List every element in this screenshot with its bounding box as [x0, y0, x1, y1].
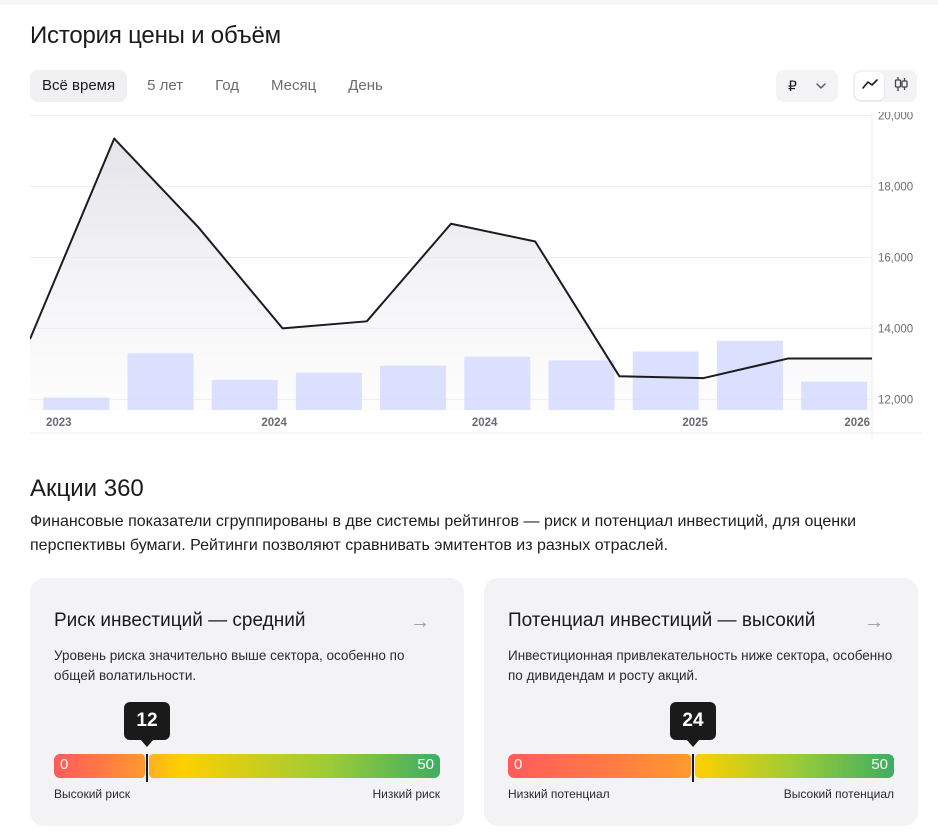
volume-bar	[43, 397, 110, 410]
section-description: Финансовые показатели сгруппированы в дв…	[30, 513, 857, 554]
price-volume-chart: 12,000 14,000 16,000 18,000 20,000 2023 2024 20…	[29, 111, 922, 438]
risk-value-badge: 12	[124, 702, 170, 747]
tab-month[interactable]: Месяц	[270, 77, 317, 94]
tab-all-time[interactable]: Всё время	[30, 70, 128, 102]
y-tick-label: 14,000	[878, 323, 913, 335]
potential-label-left: Низкий потенциал	[508, 787, 610, 801]
price-line	[29, 137, 872, 380]
risk-marker-line	[146, 754, 148, 782]
potential-card-title: Потенциал инвестиций — высокий	[508, 610, 816, 631]
period-tabs: Всё время 5 лет Год Месяц День	[30, 70, 403, 102]
currency-value: ₽	[788, 77, 797, 94]
risk-label-left: Высокий риск	[54, 787, 131, 801]
x-tick-label: 2025	[682, 417, 708, 429]
potential-value-badge: 24	[670, 702, 716, 747]
volume-bar	[295, 372, 362, 410]
potential-scale-left-segment: 0	[508, 754, 691, 778]
x-tick-label: 2026	[844, 417, 870, 429]
currency-select[interactable]: ₽	[776, 70, 838, 102]
tab-year[interactable]: Год	[215, 77, 239, 94]
risk-scale-right-segment: 50	[149, 754, 440, 778]
potential-scale: 0 50 24	[508, 702, 894, 782]
volume-bar	[380, 365, 447, 410]
volume-bar	[548, 360, 615, 410]
line-chart-icon	[861, 77, 878, 95]
risk-card-title: Риск инвестиций — средний	[54, 610, 306, 631]
risk-scale-max: 50	[417, 756, 434, 773]
volume-bar	[716, 340, 783, 410]
x-tick-label: 2024	[261, 417, 287, 429]
risk-card-description: Уровень риска значительно выше сектора, …	[54, 648, 405, 683]
page-title: История цены и объём	[30, 22, 281, 49]
y-tick-label: 18,000	[878, 182, 913, 194]
potential-card-description: Инвестиционная привлекательность ниже се…	[508, 648, 893, 683]
risk-scale-min: 0	[60, 756, 69, 773]
line-chart-button[interactable]	[855, 72, 884, 100]
arrow-right-icon[interactable]: →	[410, 611, 430, 633]
tab-day[interactable]: День	[348, 77, 383, 94]
chart-svg: 12,000 14,000 16,000 18,000 20,000 2023 2024 20…	[29, 111, 922, 438]
y-tick-label: 20,000	[878, 112, 913, 123]
risk-label-right: Низкий риск	[372, 787, 441, 801]
price-area	[30, 138, 872, 410]
chevron-down-icon	[816, 81, 826, 92]
volume-bar	[632, 351, 699, 410]
tab-5-years[interactable]: 5 лет	[147, 77, 184, 94]
x-tick-label: 2023	[46, 417, 72, 429]
section-title: Акции 360	[30, 475, 144, 502]
potential-scale-right-segment: 50	[695, 754, 894, 778]
potential-scale-min: 0	[514, 756, 523, 773]
top-divider	[0, 0, 938, 5]
potential-card[interactable]: Потенциал инвестиций — высокий → Инвести…	[484, 578, 918, 826]
volume-bar	[127, 353, 194, 410]
potential-label-right: Высокий потенциал	[783, 787, 894, 801]
volume-bar	[464, 356, 531, 410]
candlestick-button[interactable]	[886, 72, 915, 100]
x-tick-label: 2024	[472, 417, 498, 429]
potential-scale-max: 50	[871, 756, 888, 773]
arrow-right-icon[interactable]: →	[864, 611, 884, 633]
y-tick-label: 16,000	[878, 252, 913, 264]
volume-bar	[801, 381, 868, 410]
chart-view-toggle	[853, 70, 917, 102]
risk-scale: 0 50 12	[54, 702, 440, 782]
candlestick-icon	[893, 76, 909, 97]
y-tick-label: 12,000	[878, 394, 913, 406]
volume-bar	[211, 379, 278, 410]
risk-card[interactable]: Риск инвестиций — средний → Уровень риск…	[30, 578, 464, 826]
risk-scale-left-segment: 0	[54, 754, 145, 778]
potential-marker-line	[692, 754, 694, 782]
